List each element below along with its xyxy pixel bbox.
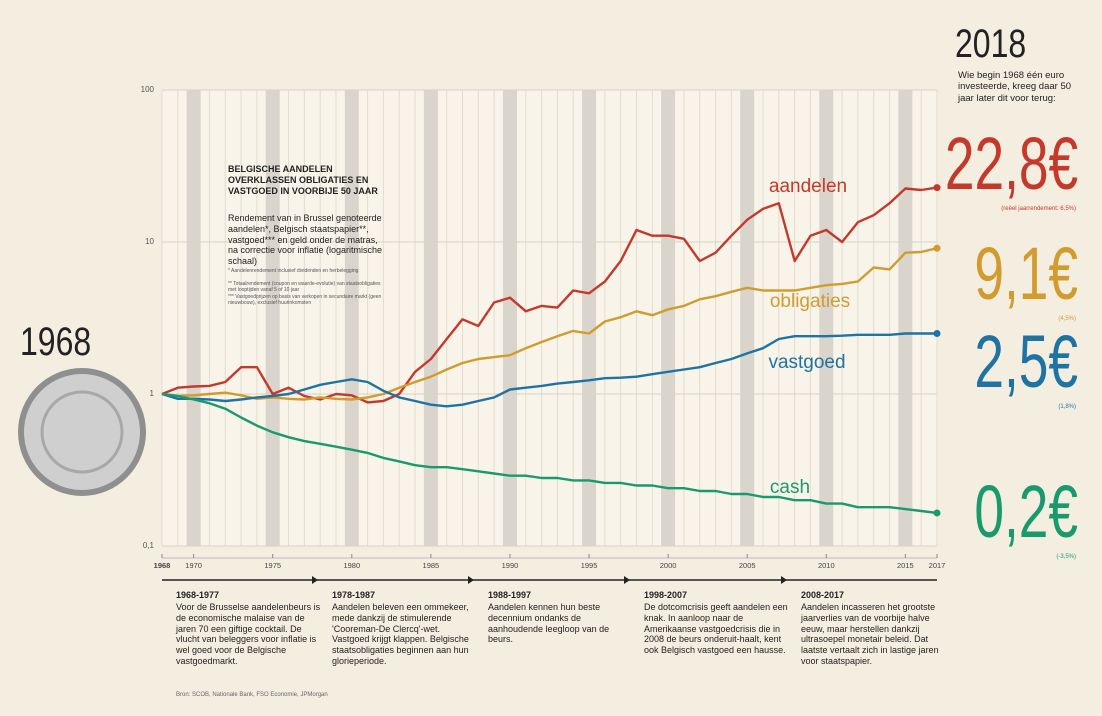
shaded-band bbox=[819, 90, 834, 546]
source: Bron: SCOB, Nationale Bank, FSO Economie… bbox=[176, 692, 328, 698]
x-tick-label: 2010 bbox=[818, 561, 835, 570]
y-tick-label: 0,1 bbox=[143, 541, 155, 550]
period-title: 1968-1977 bbox=[176, 590, 220, 600]
x-tick-label: 2017 bbox=[929, 561, 946, 570]
y-tick-label: 100 bbox=[141, 85, 155, 94]
total-label: 9,1€ bbox=[974, 232, 1078, 315]
period-title: 2008-2017 bbox=[801, 590, 845, 600]
box-note: ** Totaalrendement (coupon en waarde-evo… bbox=[228, 281, 381, 293]
total-label: 2,5€ bbox=[974, 320, 1078, 403]
x-tick-label: 2015 bbox=[897, 561, 914, 570]
end-point bbox=[933, 330, 941, 338]
x-tick-label: 1970 bbox=[185, 561, 202, 570]
series-label: vastgoed bbox=[768, 352, 845, 373]
total-label: 22,8€ bbox=[944, 122, 1078, 205]
start-label: 1968 bbox=[20, 320, 92, 364]
period-text: De dotcomcrisis geeft aandelen een knak.… bbox=[644, 602, 788, 656]
x-tick-label: 1975 bbox=[264, 561, 281, 570]
return-label: (-3,5%) bbox=[1056, 554, 1076, 560]
x-tick-label: 1980 bbox=[343, 561, 360, 570]
shaded-band bbox=[186, 90, 201, 546]
timeline-arrow bbox=[312, 576, 318, 584]
end-title: 2018 bbox=[955, 22, 1027, 66]
box-note: *** Vastgoedprijzen op basis van verkope… bbox=[228, 294, 382, 306]
series-label: aandelen bbox=[769, 176, 847, 197]
shaded-band bbox=[344, 90, 359, 546]
series-line bbox=[161, 247, 938, 401]
series-line bbox=[161, 332, 937, 408]
series-label: obligaties bbox=[770, 291, 850, 312]
coin-ring bbox=[40, 390, 124, 474]
box-note: * Aandelenrendement inclusief dividenden… bbox=[228, 268, 359, 274]
series-label: cash bbox=[770, 477, 810, 498]
timeline-arrow bbox=[781, 576, 787, 584]
shaded-band bbox=[502, 90, 517, 546]
x-tick-label: 1990 bbox=[502, 561, 519, 570]
x-tick-label: 1985 bbox=[423, 561, 440, 570]
y-tick-label: 10 bbox=[145, 237, 154, 246]
box-title: BELGISCHE AANDELEN OVERKLASSEN OBLIGATIE… bbox=[228, 164, 378, 196]
end-subtitle: Wie begin 1968 één euro investeerde, kre… bbox=[958, 70, 1072, 104]
period-title: 1978-1987 bbox=[332, 590, 376, 600]
x-tick-label: 1968 bbox=[154, 561, 171, 570]
period-title: 1998-2007 bbox=[644, 590, 688, 600]
return-label: (4,5%) bbox=[1058, 316, 1076, 322]
end-point bbox=[933, 244, 941, 252]
period-text: Aandelen incasseren het grootste jaarver… bbox=[801, 602, 939, 666]
x-tick-label: 1995 bbox=[581, 561, 598, 570]
series-line bbox=[161, 186, 938, 404]
period-text: Aandelen kennen hun beste decennium onda… bbox=[488, 602, 610, 645]
shaded-band bbox=[898, 90, 913, 546]
plot-area bbox=[162, 90, 937, 546]
shaded-band bbox=[740, 90, 755, 546]
period-title: 1988-1997 bbox=[488, 590, 532, 600]
x-tick-label: 2005 bbox=[739, 561, 756, 570]
shaded-band bbox=[661, 90, 676, 546]
end-point bbox=[933, 509, 941, 517]
shaded-band bbox=[265, 90, 280, 546]
return-label: (reëel jaarrendement: 6,5%) bbox=[1001, 206, 1076, 212]
end-point bbox=[933, 184, 941, 192]
period-text: Voor de Brusselse aandelenbeurs is de ec… bbox=[176, 602, 321, 666]
x-tick-label: 2000 bbox=[660, 561, 677, 570]
shaded-band bbox=[582, 90, 597, 546]
box-subtitle: Rendement van in Brussel genoteerde aand… bbox=[228, 213, 383, 267]
period-text: Aandelen beleven een ommekeer, mede dank… bbox=[332, 602, 469, 666]
return-label: (1,8%) bbox=[1058, 404, 1076, 410]
series-line bbox=[161, 392, 938, 515]
y-tick-label: 1 bbox=[150, 389, 155, 398]
timeline-arrow bbox=[468, 576, 474, 584]
shaded-band bbox=[423, 90, 438, 546]
timeline-arrow bbox=[624, 576, 630, 584]
total-label: 0,2€ bbox=[974, 470, 1078, 553]
